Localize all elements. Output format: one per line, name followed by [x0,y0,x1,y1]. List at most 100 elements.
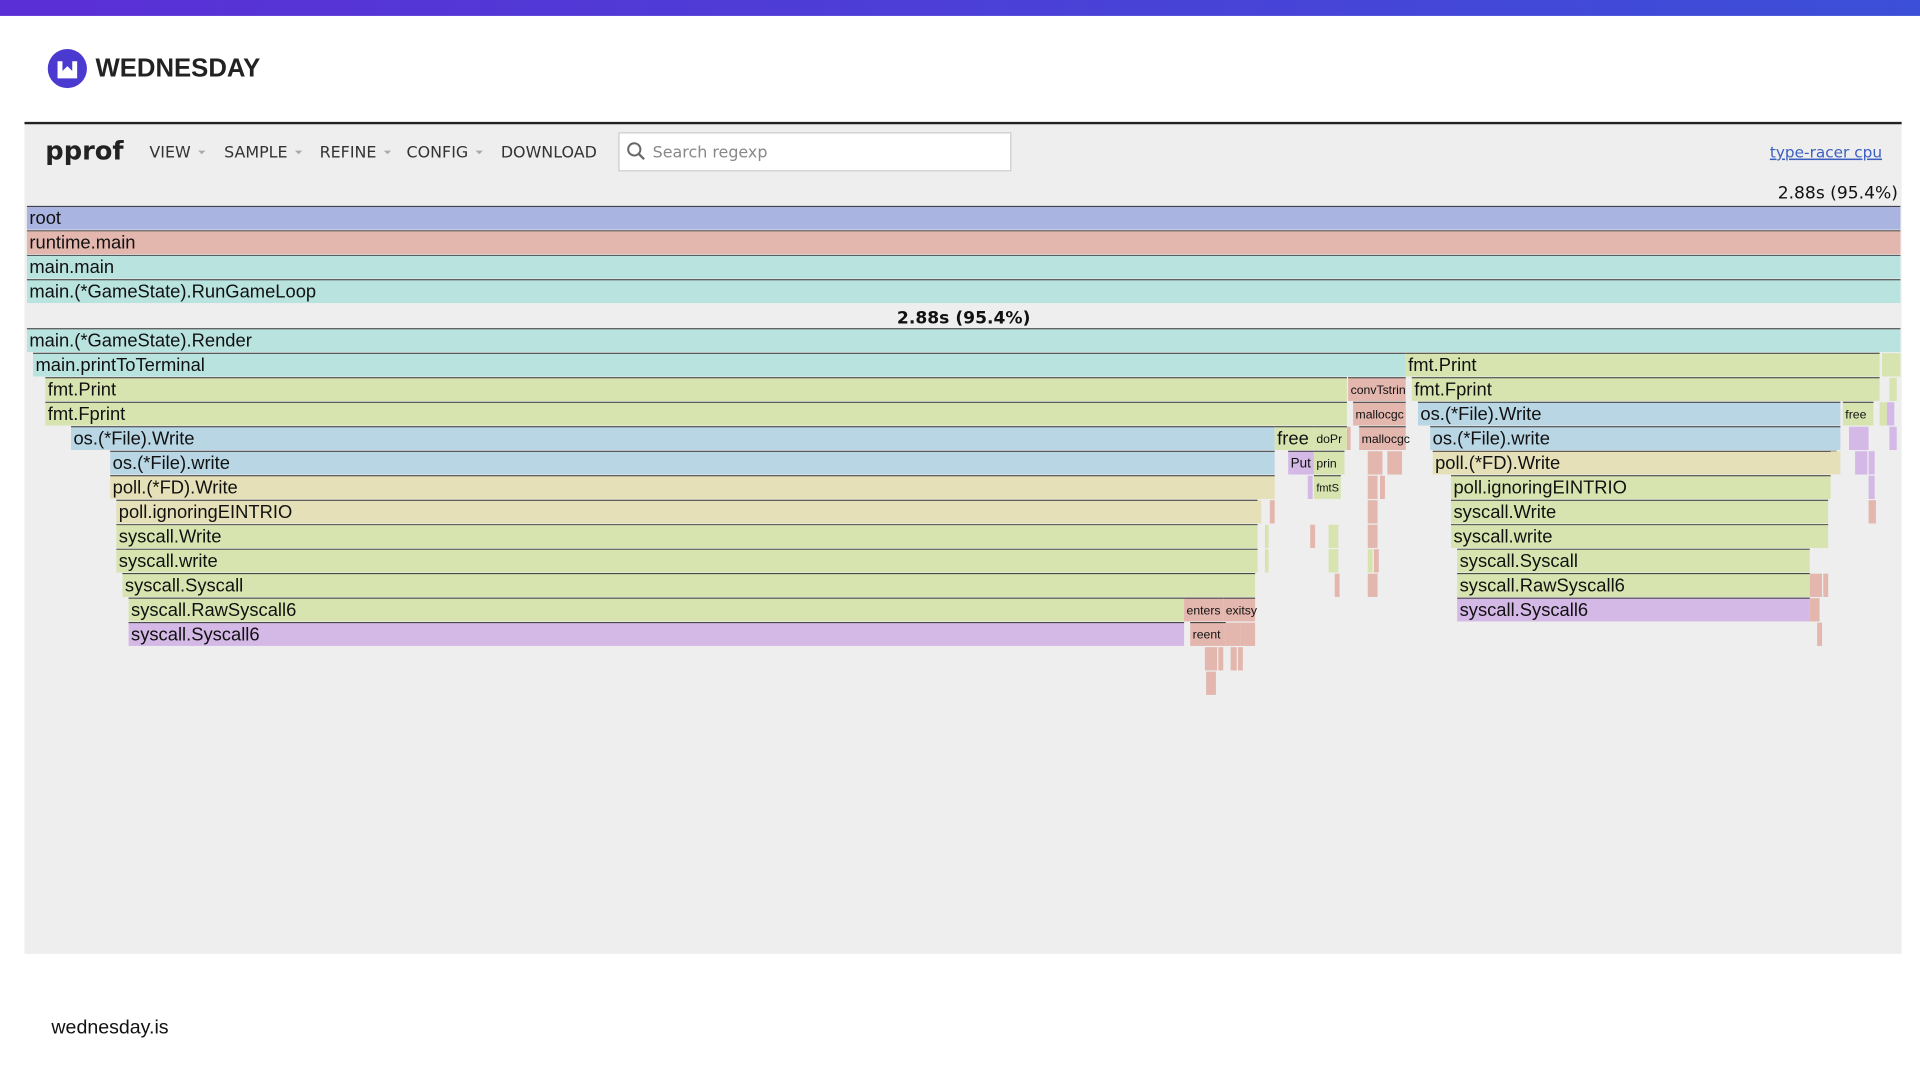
frame-sliver [1367,524,1378,548]
frame [26,230,1901,255]
frame-label: syscall.Syscall6 [1460,599,1589,620]
frame-label: mallocgc [1362,432,1410,446]
frame [1842,402,1874,426]
frame [1405,353,1880,377]
menu-item[interactable]: SAMPLE [224,143,288,162]
frame-sliver [1230,647,1237,671]
frame-label: fmt.Fprint [1414,378,1492,399]
brand: WEDNESDAY [96,55,261,83]
frame-label: doPr [1316,432,1342,446]
frame [45,377,1347,402]
frame [1457,549,1810,573]
menu-item[interactable]: CONFIG [407,143,469,162]
top-bar [0,0,1920,16]
frame-label: convTstrin [1351,383,1406,397]
frame-sliver [1882,353,1901,377]
frame-label: poll.ignoringEINTRIO [119,501,292,522]
frame-label: poll.ignoringEINTRIO [1453,476,1626,497]
frame-label: os.(*File).write [113,452,230,473]
frame [116,549,1258,573]
frame-sliver [1264,549,1269,573]
frame-sliver [1269,500,1275,524]
frame-sliver [1889,426,1897,450]
frame-label: syscall.Write [119,525,222,546]
frame [116,524,1258,548]
menu-item[interactable]: DOWNLOAD [501,143,597,162]
frame [1274,426,1314,450]
frame-label: Put [1291,456,1311,471]
frame-label: syscall.Syscall [125,574,243,595]
profile-link[interactable]: type-racer cpu [1770,144,1882,162]
frame-sliver [1373,549,1379,573]
frame [122,573,1256,597]
frame-sliver [1240,622,1256,646]
frame-sliver [1809,573,1823,597]
frame [1288,451,1314,475]
frame-sliver [1855,451,1868,475]
frame [26,279,1901,304]
frame-sliver [1334,573,1340,597]
frame [26,328,1901,353]
menu-item[interactable]: REFINE [320,143,377,162]
frame-sliver [1367,549,1373,573]
menu: VIEW SAMPLE REFINE CONFIG DOWNLOAD [149,143,596,162]
frame-sliver [1868,475,1875,499]
frame [1359,426,1406,450]
frame [1457,573,1810,597]
frame-sliver [1367,500,1378,524]
frame-label: syscall.Syscall [1460,550,1578,571]
frame [1313,451,1345,475]
frame [1223,598,1256,622]
frame-sliver [1380,475,1385,499]
frame-label: reent [1193,628,1221,642]
frame-sliver [1879,402,1887,426]
frame [1430,426,1841,450]
frame-sliver [1367,451,1383,475]
frame-sliver [1868,500,1876,524]
frame-label: prin [1316,456,1337,470]
frame [1348,377,1406,402]
frame [110,451,1275,475]
total-label: 2.88s (95.4%) [1778,183,1898,203]
frame [1353,402,1406,426]
frame [128,598,1185,622]
frame-sliver [1830,451,1841,475]
frame [1184,598,1224,622]
search-box[interactable] [618,132,1012,172]
frame-label: mallocgc [1356,407,1404,421]
frame-sliver [1817,622,1823,646]
frame [128,622,1185,646]
frame-sliver [1848,426,1869,450]
frame-label: main.main [29,256,114,277]
frame-label: syscall.write [119,550,218,571]
frame-label: syscall.Write [1453,501,1556,522]
frame-sliver [1206,671,1216,695]
frame [1417,402,1841,426]
frame-sliver [1809,598,1820,622]
frame [26,206,1901,230]
frame-label: os.(*File).Write [1420,403,1541,424]
frame-sliver [1204,647,1218,671]
frame [1451,475,1831,499]
search-icon-handle [637,152,645,160]
footer: wednesday.is [50,1017,168,1039]
menu-caret [198,150,206,155]
frame-sliver [1868,451,1875,475]
frame-sliver [1387,451,1403,475]
frame [1432,451,1837,475]
frame-label: enters [1187,603,1221,617]
frame [1190,622,1226,646]
frame-label: free [1277,427,1309,448]
frame-sliver [1823,573,1829,597]
frame-label: syscall.RawSyscall6 [1460,574,1625,595]
frame-sliver [1886,402,1895,426]
frame-label: fmt.Fprint [48,403,126,424]
frame-label: fmtS [1316,482,1339,494]
menu-caret [383,150,392,155]
frame-label: poll.(*FD).Write [1435,452,1560,473]
frame [26,255,1901,279]
menu-item[interactable]: VIEW [149,143,191,162]
frame-label: os.(*File).Write [73,427,194,448]
frame-sliver [1367,475,1378,499]
